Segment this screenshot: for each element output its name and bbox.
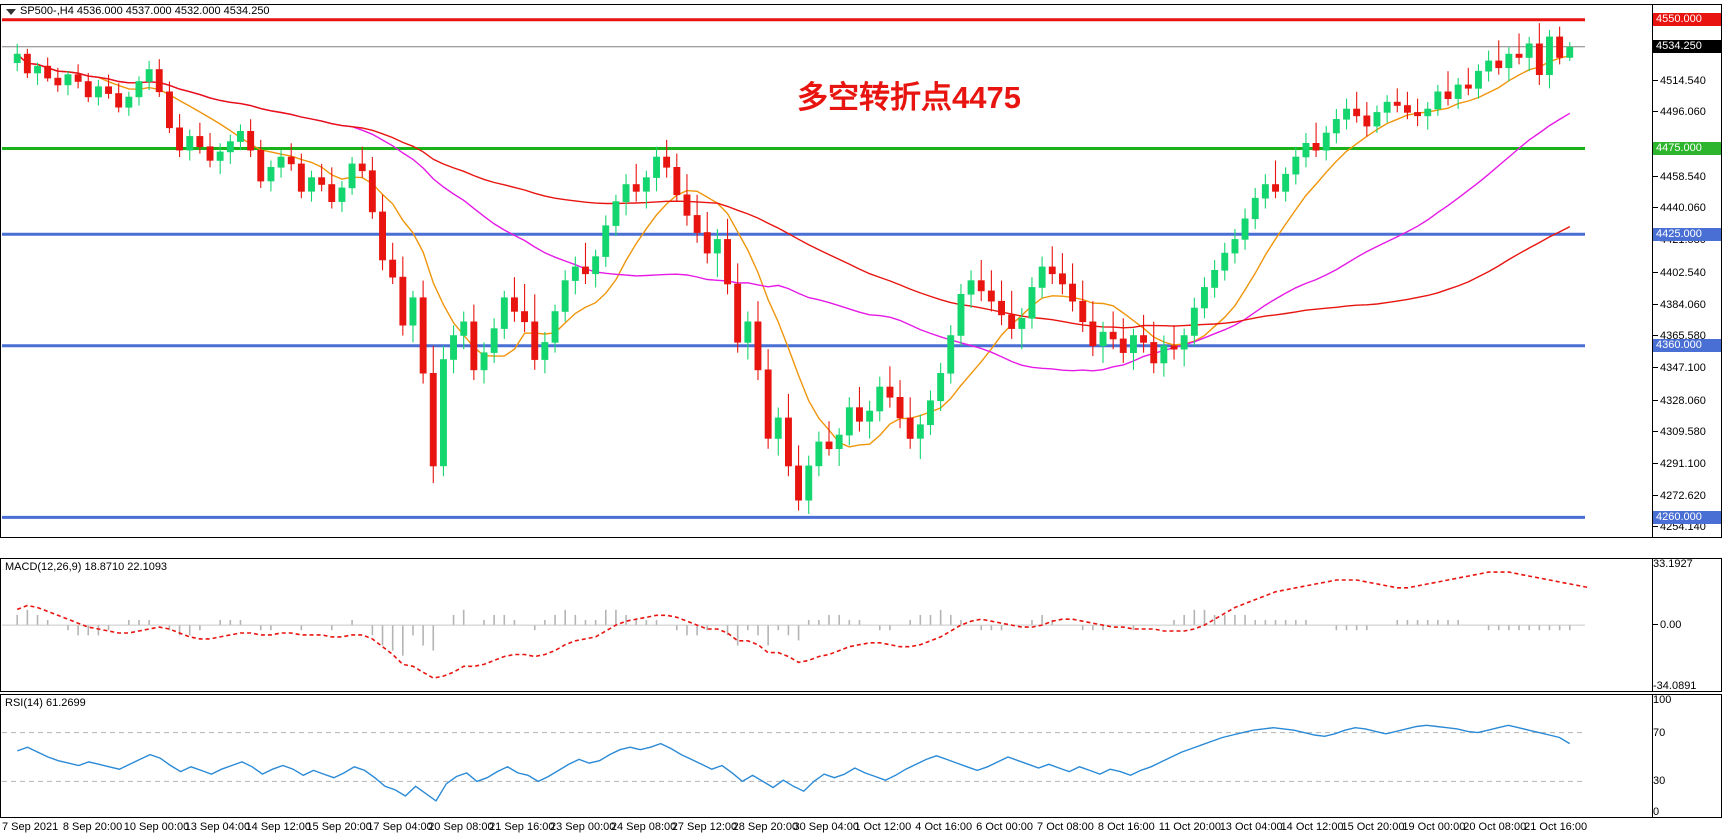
time-axis-label: 7 Oct 08:00: [1037, 821, 1094, 833]
chart-annotation: 多空转折点4475: [797, 80, 1021, 115]
rsi-tick: 70: [1653, 726, 1666, 739]
price-tag[interactable]: 4534.250: [1653, 40, 1721, 54]
time-axis-label: 30 Sep 04:00: [793, 821, 859, 833]
candle-series: [13, 23, 1574, 514]
rsi-readout: RSI(14) 61.2699: [5, 697, 86, 709]
time-axis-label: 4 Oct 16:00: [915, 821, 973, 833]
rsi-scale[interactable]: 100 70 30 0: [1652, 694, 1721, 818]
time-axis-label: 8 Oct 16:00: [1097, 821, 1155, 833]
time-axis-label: 14 Oct 12:00: [1280, 821, 1344, 833]
price-scale[interactable]: 4514.5404496.0604475.5804458.5404440.060…: [1652, 5, 1721, 537]
ma-mid-line: [16, 53, 1571, 372]
time-axis-label: 7 Sep 2021: [2, 821, 59, 833]
time-axis-label: 23 Sep 00:00: [549, 821, 616, 833]
macd-tick: 0.00: [1653, 620, 1721, 631]
time-axis-label: 10 Sep 00:00: [123, 821, 190, 833]
price-tick: 4458.540: [1653, 171, 1721, 182]
symbol-readout: SP500-,H4 4536.000 4537.000 4532.000 453…: [20, 5, 270, 17]
price-tag[interactable]: 4260.000: [1653, 510, 1721, 524]
price-tick: 4347.100: [1653, 362, 1721, 373]
time-axis-label: 27 Sep 12:00: [671, 821, 738, 833]
ma-fast-line: [16, 53, 1570, 448]
rsi-line: [17, 724, 1571, 802]
price-tick: 4328.060: [1653, 395, 1721, 406]
time-axis-label: 8 Sep 20:00: [62, 821, 123, 833]
time-axis-label: 11 Oct 20:00: [1158, 821, 1221, 833]
price-tick: 4384.060: [1653, 299, 1721, 310]
macd-histogram: [16, 609, 1571, 656]
price-tag[interactable]: 4475.000: [1653, 141, 1721, 155]
time-axis-label: 15 Oct 20:00: [1341, 821, 1405, 833]
time-axis[interactable]: 7 Sep 2021 8 Sep 20:00 10 Sep 00:00 13 Sep …: [0, 819, 1722, 837]
time-axis-label: 1 Oct 12:00: [854, 821, 912, 833]
rsi-plot-area[interactable]: [2, 696, 1653, 816]
macd-readout: MACD(12,26,9) 18.8710 22.1093: [5, 561, 168, 573]
ma-slow-line: [16, 53, 1571, 329]
time-axis-label: 21 Sep 16:00: [489, 821, 555, 833]
price-tick: 4440.060: [1653, 203, 1721, 214]
time-axis-label: 24 Sep 08:00: [610, 821, 677, 833]
macd-scale[interactable]: 33.1927 0.00 -34.0891: [1652, 558, 1721, 692]
rsi-tick: 100: [1653, 694, 1672, 706]
price-tag[interactable]: 4425.000: [1653, 227, 1721, 241]
macd-signal-line: [16, 571, 1591, 679]
price-panel[interactable]: 4514.5404496.0604475.5804458.5404440.060…: [0, 4, 1722, 538]
rsi-panel[interactable]: 100 70 30 0: [0, 694, 1722, 818]
time-axis-label: 14 Sep 12:00: [245, 821, 311, 833]
time-axis-label: 17 Sep 04:00: [367, 821, 433, 833]
price-tick: 4365.580: [1653, 331, 1721, 342]
time-axis-label: 20 Sep 08:00: [428, 821, 494, 833]
price-tick: 4272.620: [1653, 490, 1721, 501]
time-axis-label: 13 Sep 04:00: [184, 821, 251, 833]
price-tick: 4254.140: [1653, 522, 1721, 533]
price-tag[interactable]: 4550.000: [1653, 13, 1721, 27]
macd-tick: 33.1927: [1653, 558, 1693, 570]
price-tick: 4514.540: [1653, 75, 1721, 86]
macd-tick: -34.0891: [1653, 680, 1697, 692]
rsi-series-layer: [2, 724, 1585, 802]
triangle-down-icon[interactable]: [6, 9, 16, 15]
time-axis-label: 13 Oct 04:00: [1219, 821, 1283, 833]
time-axis-label: 15 Sep 20:00: [306, 821, 372, 833]
macd-panel[interactable]: 33.1927 0.00 -34.0891: [0, 558, 1722, 692]
rsi-tick: 0: [1653, 806, 1660, 818]
time-axis-label: 20 Oct 08:00: [1463, 821, 1527, 833]
time-axis-label: 21 Oct 16:00: [1524, 821, 1588, 833]
time-axis-label: 28 Sep 20:00: [732, 821, 799, 833]
time-axis-label: 6 Oct 00:00: [976, 821, 1034, 833]
price-tick: 4402.540: [1653, 267, 1721, 278]
price-plot-area[interactable]: [2, 6, 1653, 536]
macd-plot-area[interactable]: [2, 560, 1653, 690]
rsi-tick: 30: [1653, 775, 1666, 788]
price-tick: 4309.580: [1653, 427, 1721, 438]
price-tick: 4291.100: [1653, 459, 1721, 470]
macd-series-layer: [2, 571, 1591, 679]
price-series-layer: [2, 18, 1585, 519]
time-axis-label: 19 Oct 00:00: [1402, 821, 1466, 833]
price-tick: 4496.060: [1653, 107, 1721, 118]
price-tag[interactable]: 4360.000: [1653, 339, 1721, 353]
